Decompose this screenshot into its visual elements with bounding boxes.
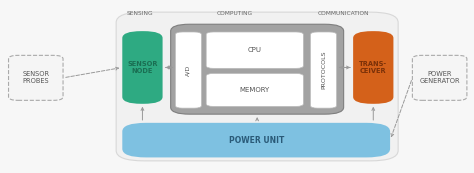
FancyBboxPatch shape <box>206 74 303 106</box>
Text: SENSOR
NODE: SENSOR NODE <box>127 61 158 74</box>
Text: POWER UNIT: POWER UNIT <box>228 136 284 145</box>
Text: PROTOCOLS: PROTOCOLS <box>321 51 326 89</box>
Text: SENSOR
PROBES: SENSOR PROBES <box>22 71 49 84</box>
FancyBboxPatch shape <box>310 32 337 108</box>
Text: COMMUNICATION: COMMUNICATION <box>318 11 369 16</box>
FancyBboxPatch shape <box>353 31 393 104</box>
Text: POWER
GENERATOR: POWER GENERATOR <box>419 71 460 84</box>
Text: CPU: CPU <box>248 47 262 53</box>
FancyBboxPatch shape <box>9 55 63 100</box>
FancyBboxPatch shape <box>122 31 163 104</box>
FancyBboxPatch shape <box>412 55 467 100</box>
Text: COMPUTING: COMPUTING <box>217 11 253 16</box>
FancyBboxPatch shape <box>175 32 201 108</box>
Text: MEMORY: MEMORY <box>240 87 270 93</box>
Text: A/D: A/D <box>186 64 191 76</box>
Text: TRANS-
CEIVER: TRANS- CEIVER <box>359 61 387 74</box>
FancyBboxPatch shape <box>116 12 398 161</box>
FancyBboxPatch shape <box>122 123 390 157</box>
FancyBboxPatch shape <box>171 24 344 114</box>
Text: SENSING: SENSING <box>127 11 153 16</box>
FancyBboxPatch shape <box>206 32 303 68</box>
